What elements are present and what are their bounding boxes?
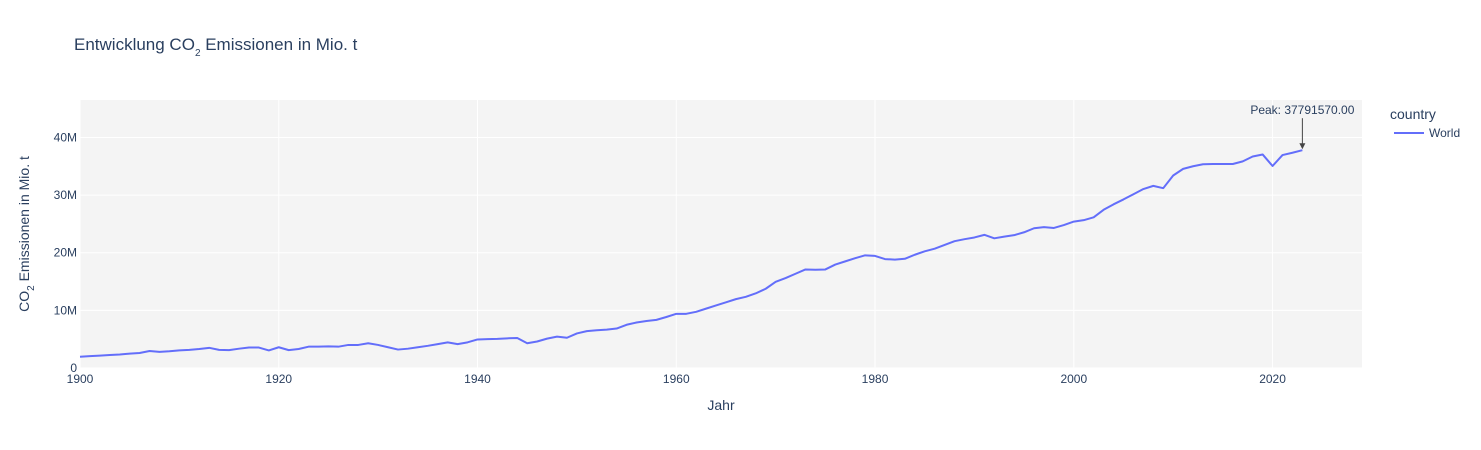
legend: country World <box>1390 106 1460 140</box>
legend-label-world: World <box>1429 126 1460 140</box>
x-tick-label: 2000 <box>1060 372 1087 386</box>
y-tick-label: 40M <box>54 130 77 144</box>
legend-title: country <box>1390 106 1436 122</box>
x-tick-label: 1900 <box>67 372 94 386</box>
x-tick-label: 1920 <box>265 372 292 386</box>
title-prefix: Entwicklung CO <box>74 35 195 54</box>
x-tick-label: 1960 <box>663 372 690 386</box>
plot-area <box>80 100 1362 368</box>
peak-annotation: Peak: 37791570.00 <box>1250 103 1355 150</box>
y-tick-label: 20M <box>54 246 77 260</box>
y-axis-title-suffix: Emissionen in Mio. t <box>16 156 32 285</box>
x-tick-label: 2020 <box>1259 372 1286 386</box>
y-axis-title: CO2 Emissionen in Mio. t <box>16 156 37 312</box>
x-tick-label: 1980 <box>862 372 889 386</box>
gridlines <box>79 100 1362 369</box>
y-tick-label: 0 <box>70 361 77 375</box>
chart-title: Entwicklung CO2 Emissionen in Mio. t <box>74 35 358 59</box>
annotation-arrow-head <box>1299 143 1306 150</box>
x-tick-label: 1940 <box>464 372 491 386</box>
y-tick-label: 30M <box>54 188 77 202</box>
y-axis-ticks: 0 10M 20M 30M 40M <box>54 130 78 375</box>
legend-item-world[interactable]: World <box>1394 126 1460 140</box>
y-axis-title-prefix: CO <box>16 291 32 312</box>
x-axis-title: Jahr <box>707 397 735 413</box>
title-suffix: Emissionen in Mio. t <box>201 35 358 54</box>
title-subscript: 2 <box>195 48 201 59</box>
x-axis-ticks: 1900 1920 1940 1960 1980 2000 2020 <box>67 372 1287 386</box>
series-line-world[interactable] <box>79 149 1303 358</box>
y-axis-title-subscript: 2 <box>26 285 37 291</box>
annotation-label: Peak: 37791570.00 <box>1250 103 1354 117</box>
y-tick-label: 10M <box>54 303 77 317</box>
